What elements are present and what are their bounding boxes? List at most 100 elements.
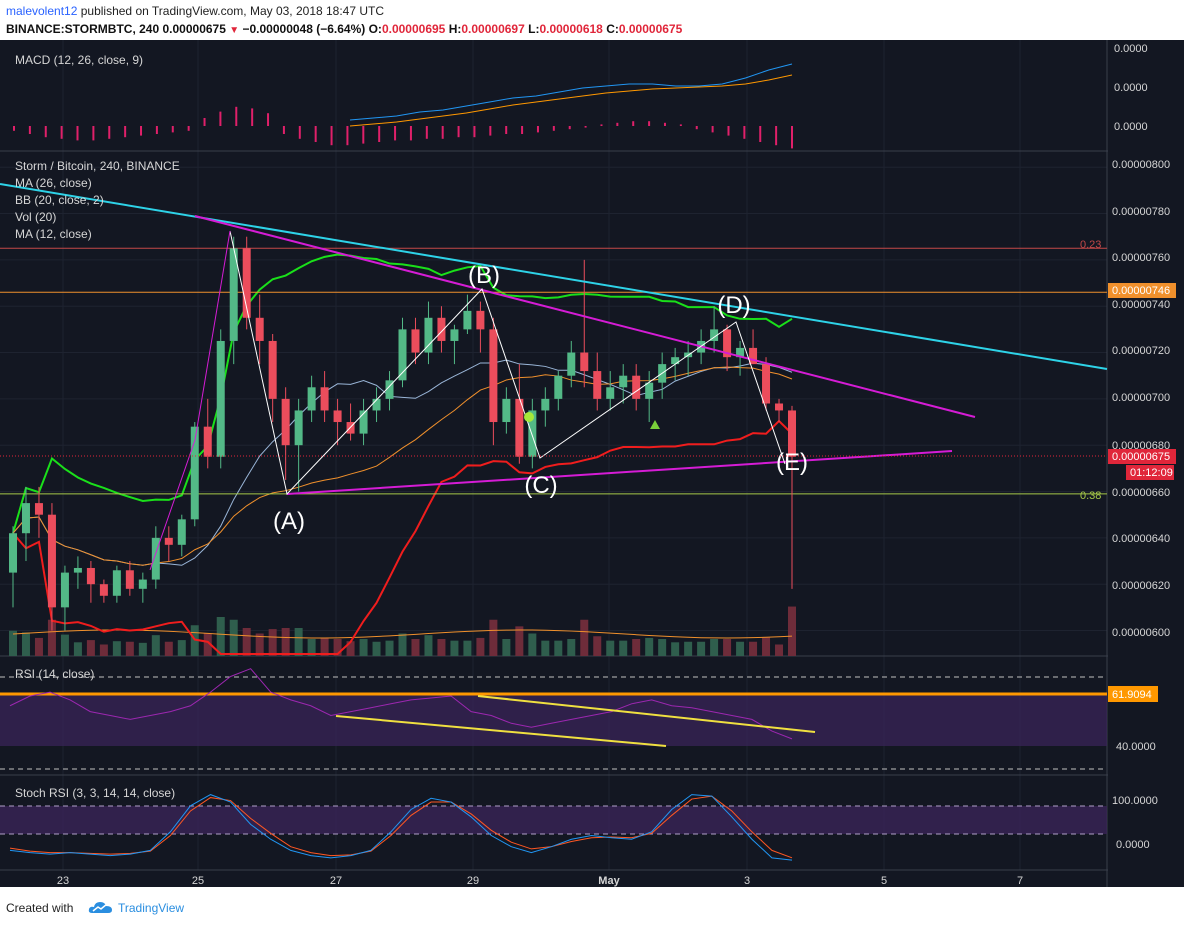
macd-tick: 0.0000 xyxy=(1114,82,1148,94)
candle xyxy=(177,514,186,557)
candle xyxy=(502,387,511,434)
candle-body xyxy=(372,398,381,411)
time-tick: May xyxy=(598,875,620,887)
volume-bar xyxy=(762,637,771,656)
last-price: 0.00000675 xyxy=(162,22,226,36)
wave-label-a: (A) xyxy=(273,508,305,535)
candle-body xyxy=(164,537,173,545)
candle-countdown-text: 01:12:09 xyxy=(1130,467,1173,479)
signal-dot xyxy=(524,412,534,422)
candle-body xyxy=(320,387,329,411)
volume-bar xyxy=(554,640,563,656)
candle xyxy=(515,364,524,464)
rsi-divergence-line-1[interactable] xyxy=(335,715,667,747)
candle-body xyxy=(333,410,342,423)
volume-bar xyxy=(736,641,745,656)
price-tick: 0.00000700 xyxy=(1112,392,1170,404)
candle xyxy=(710,306,719,353)
candle-body xyxy=(294,410,303,446)
descending-trendline[interactable] xyxy=(0,183,1108,370)
stoch-band xyxy=(0,806,1107,834)
price-tick: 0.00000620 xyxy=(1112,580,1170,592)
volume-bar xyxy=(502,639,511,656)
level-price-tag xyxy=(1108,283,1176,298)
candle-body xyxy=(151,537,160,580)
candle-body xyxy=(567,352,576,376)
triangle-upper-line[interactable] xyxy=(194,215,976,418)
volume-bar xyxy=(450,640,459,656)
candle xyxy=(359,398,368,446)
volume-bar xyxy=(216,617,225,656)
candle xyxy=(476,301,485,353)
candle-body xyxy=(281,398,290,446)
candle-body xyxy=(229,248,238,341)
candle xyxy=(372,387,381,423)
candle xyxy=(424,301,433,365)
candle xyxy=(125,561,134,596)
symbol-label: BINANCE:STORMBTC, 240 xyxy=(6,22,160,36)
candle-body xyxy=(710,329,719,341)
triangle-lower-line[interactable] xyxy=(286,450,953,495)
candle xyxy=(632,364,641,411)
volume-bar xyxy=(541,640,550,656)
impulse-leg-line xyxy=(149,230,231,571)
time-tick: 23 xyxy=(57,875,69,887)
volume-bar xyxy=(775,644,784,656)
candle-body xyxy=(671,357,680,365)
candle-body xyxy=(593,371,602,399)
candle xyxy=(21,486,30,562)
candle-countdown-tag xyxy=(1126,465,1174,480)
volume-bars xyxy=(9,606,796,656)
candle xyxy=(775,398,784,423)
candle xyxy=(567,340,576,388)
last-price-tag-text: 0.00000675 xyxy=(1112,451,1170,463)
volume-bar xyxy=(60,634,69,656)
candle-body xyxy=(60,572,69,608)
candle xyxy=(307,375,316,423)
rsi-divergence-line-2[interactable] xyxy=(477,695,816,733)
candle xyxy=(268,334,277,423)
candle-body xyxy=(541,398,550,411)
volume-bar xyxy=(710,639,719,656)
candle xyxy=(489,317,498,446)
candle-body xyxy=(307,387,316,411)
time-axis[interactable]: 23 25 27 29 May 3 5 7 xyxy=(57,875,1023,887)
volume-bar xyxy=(151,635,160,656)
candle xyxy=(229,236,238,365)
macd-tick: 0.0000 xyxy=(1114,43,1148,55)
volume-bar xyxy=(294,628,303,656)
candle-body xyxy=(190,426,199,520)
volume-bar xyxy=(437,639,446,656)
candle xyxy=(99,579,108,603)
tradingview-link[interactable]: TradingView xyxy=(118,901,185,915)
volume-bar xyxy=(99,644,108,656)
rsi-level-tag-text: 61.9094 xyxy=(1112,689,1152,701)
volume-bar xyxy=(9,630,17,656)
candle-body xyxy=(723,329,732,358)
symbol-line: BINANCE:STORMBTC, 240 0.00000675 ▼ −0.00… xyxy=(6,22,682,36)
volume-bar xyxy=(424,635,433,656)
candle-body xyxy=(73,567,82,573)
candle xyxy=(34,486,43,538)
volume-bar xyxy=(632,639,641,656)
price-pane-title: Storm / Bitcoin, 240, BINANCE xyxy=(15,159,180,173)
candle xyxy=(9,526,17,608)
volume-bar xyxy=(307,639,316,656)
candle xyxy=(164,526,173,562)
header-bar: malevolent12 published on TradingView.co… xyxy=(0,0,1184,40)
candle xyxy=(112,565,121,603)
candle xyxy=(411,317,420,365)
candle xyxy=(151,526,160,589)
volume-bar xyxy=(476,637,485,656)
chart-canvas[interactable]: MACD (12, 26, close, 9) (A) (B) (C) (D) … xyxy=(0,40,1184,887)
publisher-link[interactable]: malevolent12 xyxy=(6,4,78,18)
tradingview-cloud-icon[interactable] xyxy=(88,899,114,915)
candle-body xyxy=(476,310,485,330)
volume-bar xyxy=(411,639,420,656)
volume-bar xyxy=(619,640,628,656)
candle-body xyxy=(138,579,147,589)
volume-bar xyxy=(268,629,277,656)
time-tick: 3 xyxy=(744,875,750,887)
fib-label-top: 0.23 xyxy=(1080,239,1101,251)
abcde-wave-path[interactable] xyxy=(229,230,786,496)
